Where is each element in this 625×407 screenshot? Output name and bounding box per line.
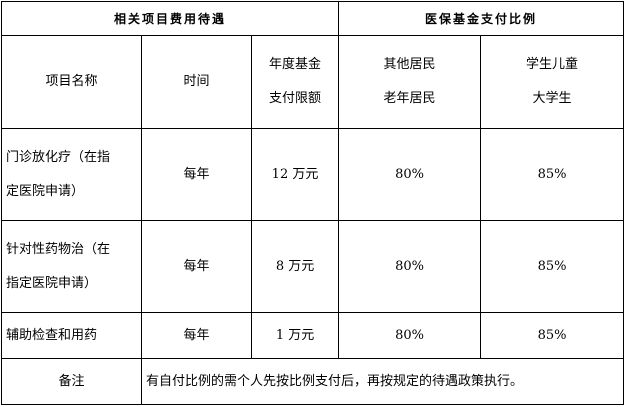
cell-time: 每年	[141, 128, 252, 221]
cell-students: 85%	[480, 220, 625, 313]
group-header-ratio: 医保基金支付比例	[338, 1, 625, 36]
cell-others: 80%	[338, 312, 482, 359]
cell-students: 85%	[480, 312, 625, 359]
note-text: 有自付比例的需个人先按比例支付后，再按规定的待遇政策执行。	[140, 358, 625, 405]
text-line: 门诊放化疗（在指	[6, 149, 111, 165]
cell-limit: 8 万元	[250, 220, 340, 313]
note-label: 备注	[1, 358, 142, 405]
text-line: 学生儿童	[526, 57, 579, 72]
col-header-name: 项目名称	[1, 35, 142, 129]
text-line: 大学生	[532, 91, 572, 106]
cell-time: 每年	[141, 220, 252, 313]
col-header-others: 其他居民 老年居民	[338, 35, 482, 129]
cell-others: 80%	[338, 128, 482, 221]
col-header-students: 学生儿童 大学生	[480, 35, 625, 129]
cell-students: 85%	[480, 128, 625, 221]
col-header-time: 时间	[141, 35, 252, 129]
cell-name: 辅助检查和用药	[1, 312, 142, 359]
table-row: 门诊放化疗（在指 定医院申请） 每年 12 万元 80% 85%	[1, 128, 625, 221]
text-line: 支付限额	[269, 91, 322, 106]
note-row: 备注 有自付比例的需个人先按比例支付后，再按规定的待遇政策执行。	[1, 358, 625, 405]
text-line: 年度基金	[269, 57, 322, 72]
text-line: 辅助检查和用药	[6, 327, 98, 343]
text-line: 针对性药物治（在	[6, 241, 111, 257]
text-line: 定医院申请）	[6, 183, 85, 199]
cell-limit: 1 万元	[250, 312, 340, 359]
cell-name: 门诊放化疗（在指 定医院申请）	[1, 128, 142, 221]
cell-time: 每年	[141, 312, 252, 359]
table-row: 辅助检查和用药 每年 1 万元 80% 85%	[1, 312, 625, 359]
col-header-limit: 年度基金 支付限额	[250, 35, 340, 129]
header-group-row: 相关项目费用待遇 医保基金支付比例	[0, 1, 625, 36]
text-line: 老年居民	[383, 91, 436, 106]
text-line: 指定医院申请）	[6, 275, 98, 291]
group-header-costs: 相关项目费用待遇	[0, 1, 340, 36]
cell-name: 针对性药物治（在 指定医院申请）	[1, 220, 142, 313]
table-row: 针对性药物治（在 指定医院申请） 每年 8 万元 80% 85%	[1, 220, 625, 313]
cell-limit: 12 万元	[250, 128, 340, 221]
column-header-row: 项目名称 时间 年度基金支付限额 其他居民老年居民 学生儿童大学生	[1, 35, 625, 129]
text-line: 其他居民	[383, 57, 436, 72]
cell-others: 80%	[338, 220, 482, 313]
